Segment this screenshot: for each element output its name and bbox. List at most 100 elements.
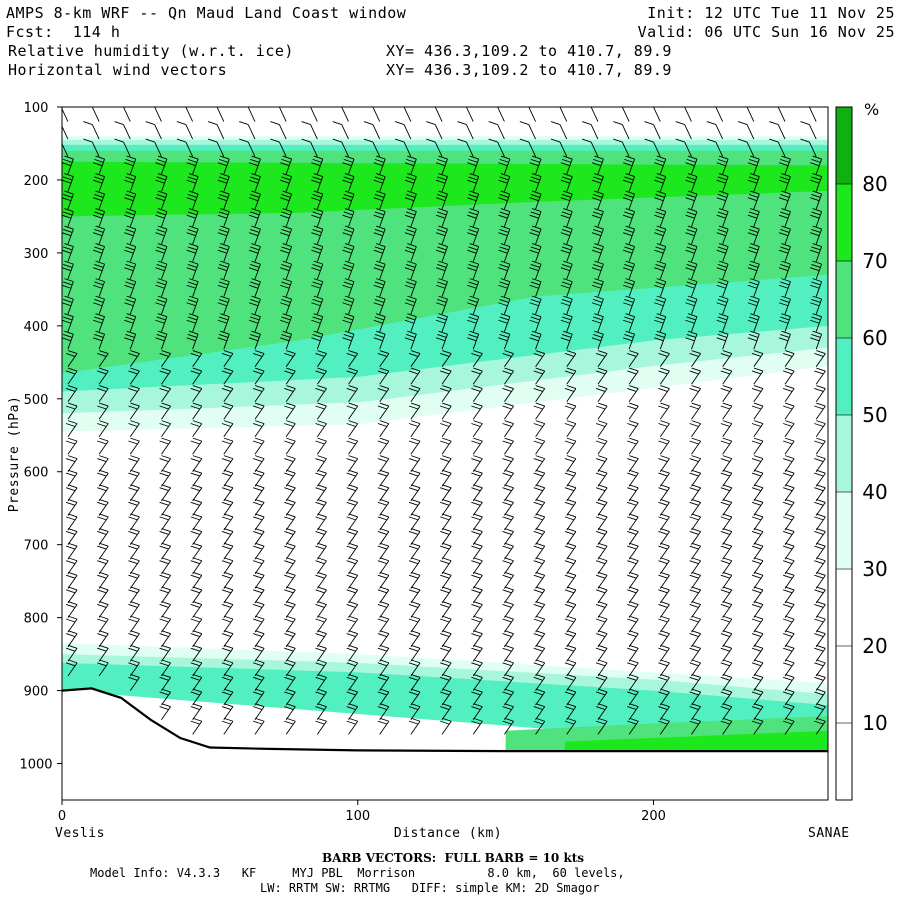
barb-staff [254,633,265,648]
barb-staff [722,353,733,367]
barb-staff [441,458,452,472]
barb-staff [597,662,608,677]
barb-flag [284,574,294,579]
barb-flag [346,405,356,410]
barb-flag [255,659,265,664]
wind-barb [471,644,483,662]
barb-flag [769,121,779,126]
barb-flag [377,440,387,445]
barb-flag [473,688,483,693]
barb-flag [613,138,623,143]
barb-staff [285,423,296,437]
barb-staff [441,618,452,633]
wind-barb [627,437,639,455]
barb-flag [593,281,603,286]
wind-barb [65,402,78,420]
barb-flag [377,662,387,667]
barb-staff [784,516,795,531]
barb-staff [223,618,234,633]
barb-flag [130,498,140,503]
barb-staff [434,107,443,122]
barb-flag [469,278,479,283]
barb-flag [192,498,202,503]
barb-flag [223,717,234,722]
barb-flag [597,437,608,442]
barb-flag [130,630,140,635]
barb-flag [655,334,665,338]
barb-flag [190,662,200,667]
barb-staff [659,388,670,402]
barb-flag [629,615,639,620]
barb-flag [188,260,199,265]
barb-flag [675,138,685,143]
barb-flag [346,353,356,357]
barb-flag [435,197,446,202]
wind-barb [440,437,452,455]
barb-flag [442,402,452,407]
barb-flag [440,633,450,638]
barb-flag [689,691,699,696]
barb-flag [64,225,74,230]
barb-flag [816,615,826,620]
barb-flag [317,350,327,355]
barb-flag [348,498,358,503]
wind-barb [658,513,670,531]
barb-flag [504,350,514,355]
barb-flag [502,560,512,565]
barb-flag [377,618,387,623]
barb-staff [441,575,452,589]
wind-barb [221,385,234,402]
wind-barb [720,367,733,385]
barb-staff [316,458,327,472]
barb-flag [720,423,730,427]
barb-flag [718,243,729,248]
barb-staff [691,691,702,706]
barb-flag [301,138,311,143]
barb-flag [595,647,606,652]
barb-flag [595,618,606,623]
barb-staff [535,353,546,367]
barb-staff [535,516,546,531]
barb-flag [317,601,327,605]
barb-flag [660,601,670,605]
barb-flag [67,659,78,664]
barb-staff [746,141,755,157]
barb-flag [348,350,358,355]
barb-flag [778,179,789,184]
barb-flag [373,162,383,167]
barb-staff [659,560,670,575]
barb-flag [252,353,263,357]
wind-barb [93,330,105,350]
barb-flag [128,501,138,506]
wind-barb [408,528,421,545]
barb-flag [124,284,134,289]
barb-flag [442,469,452,474]
barb-staff [659,423,670,437]
barb-flag [188,330,199,335]
barb-staff [753,458,764,472]
barb-flag [190,370,200,375]
barb-flag [95,190,105,195]
barb-flag [751,633,762,638]
barb-flag [502,662,512,667]
barb-flag [750,173,760,178]
barb-flag [781,225,791,230]
barb-staff [784,211,791,227]
barb-staff [628,228,636,245]
barb-flag [467,197,477,202]
wind-barb [654,173,667,192]
barb-staff [441,440,452,455]
wind-barb [221,350,234,367]
wind-barb [155,225,168,245]
wind-barb [769,121,786,140]
barb-flag [438,295,448,300]
wind-barb [810,155,823,175]
wind-barb [408,350,421,367]
barb-staff [223,211,230,227]
wind-barb [315,385,327,402]
wind-barb [114,121,131,140]
barb-flag [687,313,698,318]
barb-flag [62,302,72,307]
barb-flag [816,385,826,390]
barb-flag [223,367,234,372]
